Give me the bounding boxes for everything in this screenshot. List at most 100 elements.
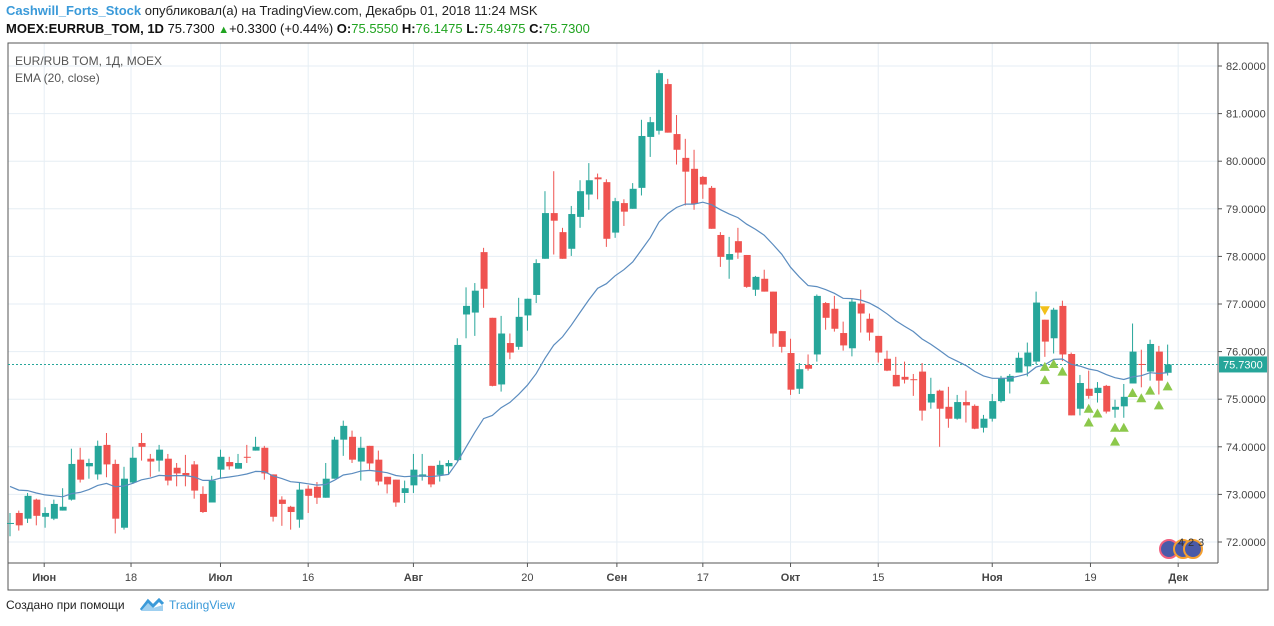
- candle-down: [392, 479, 400, 503]
- candle-up: [471, 290, 479, 313]
- candle-down: [489, 317, 497, 386]
- buy-marker-icon: [1057, 366, 1068, 376]
- candle-down: [901, 376, 909, 380]
- candle-up: [208, 480, 216, 503]
- candle-down: [892, 374, 900, 387]
- price-tick-label: 80.0000: [1226, 156, 1266, 168]
- time-tick-label: Дек: [1168, 572, 1188, 584]
- time-tick-label: 20: [521, 572, 533, 584]
- candle-down: [787, 353, 795, 390]
- candle-down: [734, 241, 742, 253]
- author-link[interactable]: Cashwill_Forts_Stock: [6, 3, 142, 18]
- candle-down: [884, 358, 891, 371]
- quote-line: MOEX:EURRUB_TOM, 1D 75.7300 ▲+0.3300 (+0…: [6, 21, 590, 36]
- candle-down: [910, 379, 918, 381]
- candle-down: [226, 462, 234, 467]
- candle-down: [103, 444, 111, 465]
- ema-line: [9, 201, 1168, 498]
- candle-up: [927, 393, 935, 403]
- price-tick-label: 81.0000: [1226, 109, 1266, 121]
- candle-up: [541, 213, 549, 259]
- candle-down: [77, 459, 85, 480]
- candle-down: [287, 506, 295, 513]
- buy-marker-icon: [1153, 400, 1164, 410]
- candle-down: [1041, 319, 1049, 342]
- candle-down: [182, 472, 190, 476]
- candle-down: [919, 371, 927, 411]
- candle-down: [831, 308, 839, 329]
- candle-down: [664, 84, 672, 133]
- buy-marker-icon: [1039, 361, 1050, 371]
- candle-up: [322, 478, 330, 498]
- buy-marker-icon: [1136, 393, 1147, 403]
- candle-down: [699, 176, 707, 185]
- candle-up: [1129, 351, 1137, 384]
- candle-down: [427, 465, 435, 485]
- candle-up: [1033, 302, 1041, 362]
- candle-down: [1103, 385, 1111, 412]
- buy-marker-icon: [1145, 385, 1156, 395]
- candle-down: [805, 364, 813, 369]
- candle-down: [866, 318, 874, 333]
- candle-up: [1147, 343, 1155, 372]
- candle-up: [980, 418, 988, 428]
- buy-marker-icon: [1039, 375, 1050, 385]
- chart-legend: EUR/RUB TOM, 1Д, MOEX EMA (20, close): [15, 53, 162, 87]
- candle-up: [647, 122, 655, 137]
- event-count-label: 3: [1198, 537, 1204, 549]
- last-price-badge: [1219, 356, 1267, 373]
- candle-down: [112, 463, 120, 519]
- candle-down: [743, 254, 751, 287]
- candle-up: [357, 447, 365, 462]
- time-tick-label: Окт: [781, 572, 801, 584]
- time-tick-label: 16: [302, 572, 314, 584]
- candle-up: [24, 495, 32, 519]
- candle-up: [59, 506, 67, 511]
- time-tick-label: Июл: [208, 572, 232, 584]
- buy-marker-icon: [1118, 422, 1129, 432]
- candle-up: [463, 305, 471, 315]
- tradingview-link[interactable]: TradingView: [140, 598, 235, 612]
- candle-up: [848, 301, 856, 349]
- up-arrow-icon: ▲: [218, 24, 230, 36]
- candle-up: [585, 180, 593, 195]
- candle-down: [717, 234, 725, 257]
- candle-up: [726, 254, 734, 260]
- candle-up: [612, 201, 620, 233]
- candle-up: [7, 522, 14, 524]
- candle-down: [270, 474, 278, 517]
- candle-down: [243, 456, 251, 458]
- candle-up: [252, 446, 260, 451]
- sell-marker-icon: [1039, 306, 1050, 316]
- chart-frame: [7, 42, 1269, 591]
- buy-marker-icon: [1127, 388, 1138, 398]
- candle-down: [857, 303, 865, 314]
- candle-down: [875, 335, 883, 353]
- candle-down: [375, 459, 383, 482]
- time-tick-label: Авг: [404, 572, 424, 584]
- candle-up: [410, 469, 418, 486]
- candle-down: [840, 333, 848, 346]
- ema-legend: EMA (20, close): [15, 71, 100, 85]
- tradingview-brand: TradingView: [169, 598, 236, 612]
- candle-down: [1085, 388, 1093, 396]
- time-tick-label: Июн: [32, 572, 56, 584]
- candle-up: [989, 401, 997, 419]
- time-tick-label: Ноя: [982, 572, 1003, 584]
- price-tick-label: 78.0000: [1226, 251, 1266, 263]
- created-with-text: Создано при помощи: [6, 598, 125, 612]
- time-tick-label: 18: [125, 572, 137, 584]
- candle-up: [533, 263, 541, 295]
- candle-up: [436, 464, 444, 475]
- candle-down: [173, 467, 181, 474]
- candle-down: [1138, 363, 1146, 365]
- price-change: +0.3300 (+0.44%): [229, 21, 334, 36]
- series-legend: EUR/RUB TOM, 1Д, MOEX: [15, 54, 163, 68]
- candle-up: [655, 73, 663, 131]
- candle-down: [962, 402, 970, 406]
- candle-down: [691, 168, 699, 204]
- candle-up: [577, 191, 585, 217]
- candle-up: [331, 439, 339, 479]
- price-tick-label: 72.0000: [1226, 537, 1266, 549]
